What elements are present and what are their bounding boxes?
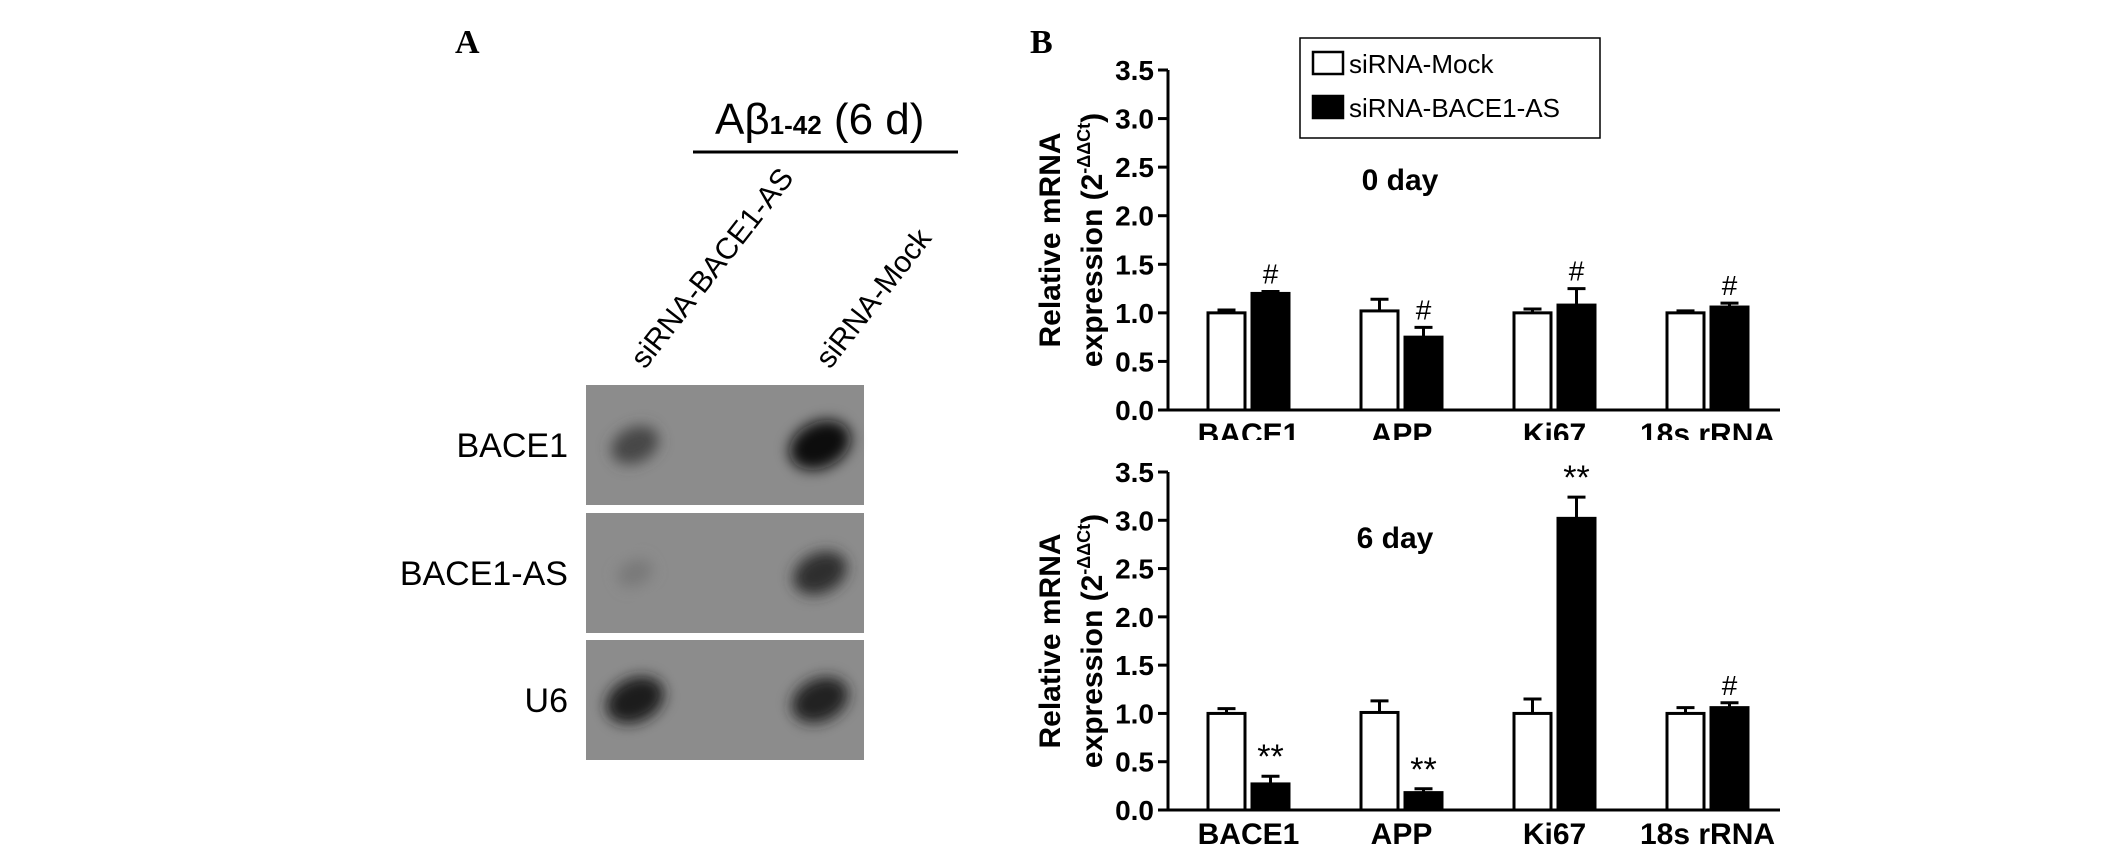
chart-title-0: 0 day [1362,164,1439,197]
bar-0-0-0 [1206,311,1247,412]
y-tick-label-1-5: 2.5 [1115,554,1154,585]
legend-swatch-0 [1311,50,1345,76]
bar-0-1-1 [1403,335,1444,412]
legend-label-0: siRNA-Mock [1349,49,1494,79]
blot-dot-2-0 [605,676,665,724]
x-tick-label-0-3: 18s rRNA [1640,418,1775,440]
blot-row-label-0: BACE1 [457,427,569,465]
legend: siRNA-Mock siRNA-BACE1-AS [1299,37,1601,139]
y-tick-label-0-6: 3.0 [1115,104,1154,135]
y-axis-label-line2-0: expression (2-ΔΔCt) [1074,113,1109,367]
significance-mark-0-1-1: # [1416,294,1432,325]
bar-1-1-3 [1709,706,1750,812]
blot-dot-1-1 [793,551,847,595]
bar-0-0-2 [1512,311,1553,412]
bar-1-0-0 [1206,711,1247,812]
significance-mark-0-1-0: # [1263,258,1279,289]
panel-a-letter: A [455,24,480,61]
blot-dot-1-0 [617,559,653,587]
significance-mark-1-1-0: ** [1257,738,1283,776]
treatment-main: Aβ [715,95,770,144]
treatment-label: Aβ1-42 (6 d) [715,95,924,144]
bar-0-1-3 [1709,305,1750,412]
y-tick-label-0-1: 0.5 [1115,346,1154,377]
x-tick-label-0-1: APP [1371,418,1433,440]
bar-0-1-2 [1556,303,1597,412]
significance-mark-1-1-1: ** [1410,751,1436,789]
bar-0-0-1 [1359,309,1400,412]
y-tick-label-0-7: 3.5 [1115,55,1154,86]
y-tick-label-1-6: 3.0 [1115,505,1154,536]
y-tick-label-1-4: 2.0 [1115,602,1154,633]
legend-box [1299,37,1601,139]
chart-title-1: 6 day [1357,522,1434,555]
x-tick-label-1-1: APP [1371,818,1433,851]
y-tick-label-1-2: 1.0 [1115,698,1154,729]
treatment-days: (6 d) [822,95,925,144]
significance-mark-1-1-3: # [1722,670,1738,701]
bar-1-0-1 [1359,710,1400,812]
lane-label-1: siRNA-Mock [810,222,939,374]
y-tick-label-0-5: 2.5 [1115,152,1154,183]
y-tick-label-0-2: 1.0 [1115,298,1154,329]
bar-1-0-2 [1512,711,1553,812]
bar-chart-0-day: Relative mRNA expression (2-ΔΔCt)0.0 0.5 1.… [1034,37,1780,440]
bar-1-1-0 [1250,782,1291,812]
legend-swatch-1 [1311,94,1345,120]
bar-1-1-1 [1403,791,1444,812]
bar-1-1-2 [1556,516,1597,812]
significance-mark-1-1-2: ** [1563,459,1589,497]
x-tick-label-0-2: Ki67 [1523,418,1586,440]
y-tick-label-1-7: 3.5 [1115,457,1154,488]
x-tick-label-1-2: Ki67 [1523,818,1586,851]
y-tick-label-1-1: 0.5 [1115,747,1154,778]
blot-row-label-2: U6 [525,682,568,720]
y-tick-label-1-3: 1.5 [1115,650,1154,681]
blot-dot-0-0 [611,425,659,465]
significance-mark-0-1-3: # [1722,270,1738,301]
y-axis-label-line1-1: Relative mRNA [1034,533,1067,748]
x-tick-label-0-0: BACE1 [1198,418,1300,440]
dot-blot-panel: Aβ1-42 (6 d) siRNA-BACE1-AS siRNA-Mock BA… [400,95,958,760]
x-tick-label-1-3: 18s rRNA [1640,818,1775,851]
y-tick-label-0-3: 1.5 [1115,249,1154,280]
bar-1-0-3 [1665,711,1706,812]
y-axis-label-line2-1: expression (2-ΔΔCt) [1074,514,1109,768]
bar-chart-6-day: Relative mRNA expression (2-ΔΔCt)0.0 0.5 1.… [1034,457,1780,851]
y-tick-label-0-4: 2.0 [1115,201,1154,232]
bar-0-1-0 [1250,291,1291,412]
blot-dot-2-1 [791,677,849,723]
y-tick-label-0-0: 0.0 [1115,395,1154,426]
blot-row-label-1: BACE1-AS [400,555,568,593]
bar-0-0-3 [1665,311,1706,412]
y-axis-label-line1-0: Relative mRNA [1034,132,1067,347]
significance-mark-0-1-2: # [1569,256,1585,287]
x-tick-label-1-0: BACE1 [1198,818,1300,851]
legend-label-1: siRNA-BACE1-AS [1349,93,1560,123]
treatment-sub: 1-42 [770,110,822,140]
y-tick-label-1-0: 0.0 [1115,795,1154,826]
lane-label-0: siRNA-BACE1-AS [625,162,801,374]
panel-b-letter: B [1030,24,1053,61]
blot-dot-0-1 [789,420,851,470]
